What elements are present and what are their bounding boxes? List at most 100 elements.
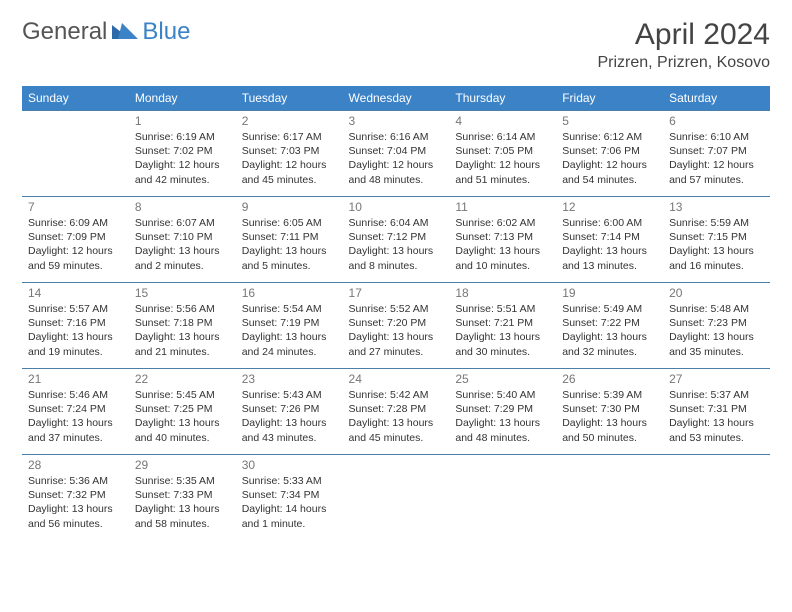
calendar-cell: 26 Sunrise: 5:39 AMSunset: 7:30 PMDayligh… (556, 369, 663, 455)
day-number: 5 (562, 114, 657, 128)
day-number: 17 (349, 286, 444, 300)
calendar-cell: 19 Sunrise: 5:49 AMSunset: 7:22 PMDayligh… (556, 283, 663, 369)
calendar-cell: 21 Sunrise: 5:46 AMSunset: 7:24 PMDayligh… (22, 369, 129, 455)
brand-part2: Blue (142, 18, 190, 46)
day-detail: Sunrise: 6:02 AMSunset: 7:13 PMDaylight:… (455, 216, 550, 273)
day-number: 6 (669, 114, 764, 128)
day-number: 25 (455, 372, 550, 386)
day-detail: Sunrise: 5:33 AMSunset: 7:34 PMDaylight:… (242, 474, 337, 531)
day-detail: Sunrise: 5:39 AMSunset: 7:30 PMDaylight:… (562, 388, 657, 445)
day-detail: Sunrise: 5:56 AMSunset: 7:18 PMDaylight:… (135, 302, 230, 359)
day-number: 1 (135, 114, 230, 128)
calendar-cell: 29 Sunrise: 5:35 AMSunset: 7:33 PMDayligh… (129, 455, 236, 541)
day-detail: Sunrise: 5:54 AMSunset: 7:19 PMDaylight:… (242, 302, 337, 359)
day-detail: Sunrise: 5:52 AMSunset: 7:20 PMDaylight:… (349, 302, 444, 359)
calendar-cell (449, 455, 556, 541)
day-detail: Sunrise: 6:17 AMSunset: 7:03 PMDaylight:… (242, 130, 337, 187)
day-detail: Sunrise: 5:48 AMSunset: 7:23 PMDaylight:… (669, 302, 764, 359)
day-detail: Sunrise: 6:09 AMSunset: 7:09 PMDaylight:… (28, 216, 123, 273)
day-detail: Sunrise: 6:04 AMSunset: 7:12 PMDaylight:… (349, 216, 444, 273)
day-number: 30 (242, 458, 337, 472)
calendar-cell: 23Sunrise: 5:43 AMSunset: 7:26 PMDayligh… (236, 369, 343, 455)
day-number: 18 (455, 286, 550, 300)
calendar-cell: 2 Sunrise: 6:17 AMSunset: 7:03 PMDaylight… (236, 111, 343, 197)
calendar-cell: 4 Sunrise: 6:14 AMSunset: 7:05 PMDaylight… (449, 111, 556, 197)
calendar-cell: 1 Sunrise: 6:19 AMSunset: 7:02 PMDaylight… (129, 111, 236, 197)
calendar-cell: 13Sunrise: 5:59 AMSunset: 7:15 PMDayligh… (663, 197, 770, 283)
day-number: 26 (562, 372, 657, 386)
calendar-week-row: 7 Sunrise: 6:09 AMSunset: 7:09 PMDaylight… (22, 197, 770, 283)
day-number: 19 (562, 286, 657, 300)
day-number: 28 (28, 458, 123, 472)
day-detail: Sunrise: 5:45 AMSunset: 7:25 PMDaylight:… (135, 388, 230, 445)
day-header: Friday (556, 86, 663, 111)
day-number: 11 (455, 200, 550, 214)
day-detail: Sunrise: 6:19 AMSunset: 7:02 PMDaylight:… (135, 130, 230, 187)
day-number: 27 (669, 372, 764, 386)
calendar-table: SundayMondayTuesdayWednesdayThursdayFrid… (22, 86, 770, 541)
calendar-week-row: 14Sunrise: 5:57 AMSunset: 7:16 PMDayligh… (22, 283, 770, 369)
calendar-cell (663, 455, 770, 541)
day-number: 3 (349, 114, 444, 128)
day-number: 21 (28, 372, 123, 386)
calendar-cell: 15 Sunrise: 5:56 AMSunset: 7:18 PMDayligh… (129, 283, 236, 369)
page-header: General Blue April 2024 Prizren, Prizren… (22, 18, 770, 72)
day-number: 7 (28, 200, 123, 214)
calendar-cell: 25 Sunrise: 5:40 AMSunset: 7:29 PMDayligh… (449, 369, 556, 455)
calendar-week-row: 28 Sunrise: 5:36 AMSunset: 7:32 PMDayligh… (22, 455, 770, 541)
day-header: Saturday (663, 86, 770, 111)
calendar-cell: 11 Sunrise: 6:02 AMSunset: 7:13 PMDayligh… (449, 197, 556, 283)
title-block: April 2024 Prizren, Prizren, Kosovo (597, 18, 770, 72)
day-detail: Sunrise: 5:40 AMSunset: 7:29 PMDaylight:… (455, 388, 550, 445)
calendar-cell: 30 Sunrise: 5:33 AMSunset: 7:34 PMDayligh… (236, 455, 343, 541)
day-header: Monday (129, 86, 236, 111)
calendar-cell: 6 Sunrise: 6:10 AMSunset: 7:07 PMDaylight… (663, 111, 770, 197)
day-header: Wednesday (343, 86, 450, 111)
calendar-cell: 14Sunrise: 5:57 AMSunset: 7:16 PMDayligh… (22, 283, 129, 369)
day-number: 24 (349, 372, 444, 386)
day-number: 2 (242, 114, 337, 128)
day-detail: Sunrise: 6:16 AMSunset: 7:04 PMDaylight:… (349, 130, 444, 187)
day-number: 15 (135, 286, 230, 300)
day-header: Sunday (22, 86, 129, 111)
brand-part1: General (22, 18, 107, 46)
day-detail: Sunrise: 5:49 AMSunset: 7:22 PMDaylight:… (562, 302, 657, 359)
calendar-body: 1 Sunrise: 6:19 AMSunset: 7:02 PMDaylight… (22, 111, 770, 541)
day-detail: Sunrise: 6:12 AMSunset: 7:06 PMDaylight:… (562, 130, 657, 187)
day-detail: Sunrise: 5:46 AMSunset: 7:24 PMDaylight:… (28, 388, 123, 445)
calendar-cell (343, 455, 450, 541)
day-number: 22 (135, 372, 230, 386)
calendar-week-row: 21 Sunrise: 5:46 AMSunset: 7:24 PMDayligh… (22, 369, 770, 455)
calendar-cell: 20 Sunrise: 5:48 AMSunset: 7:23 PMDayligh… (663, 283, 770, 369)
day-number: 20 (669, 286, 764, 300)
day-number: 29 (135, 458, 230, 472)
location-text: Prizren, Prizren, Kosovo (597, 54, 770, 72)
day-detail: Sunrise: 5:36 AMSunset: 7:32 PMDaylight:… (28, 474, 123, 531)
day-detail: Sunrise: 5:42 AMSunset: 7:28 PMDaylight:… (349, 388, 444, 445)
calendar-week-row: 1 Sunrise: 6:19 AMSunset: 7:02 PMDaylight… (22, 111, 770, 197)
calendar-head: SundayMondayTuesdayWednesdayThursdayFrid… (22, 86, 770, 111)
calendar-cell: 22 Sunrise: 5:45 AMSunset: 7:25 PMDayligh… (129, 369, 236, 455)
day-header: Tuesday (236, 86, 343, 111)
calendar-cell: 3 Sunrise: 6:16 AMSunset: 7:04 PMDaylight… (343, 111, 450, 197)
day-detail: Sunrise: 5:59 AMSunset: 7:15 PMDaylight:… (669, 216, 764, 273)
day-number: 9 (242, 200, 337, 214)
day-detail: Sunrise: 6:14 AMSunset: 7:05 PMDaylight:… (455, 130, 550, 187)
calendar-cell: 27 Sunrise: 5:37 AMSunset: 7:31 PMDayligh… (663, 369, 770, 455)
day-number: 8 (135, 200, 230, 214)
day-detail: Sunrise: 5:35 AMSunset: 7:33 PMDaylight:… (135, 474, 230, 531)
calendar-cell: 10Sunrise: 6:04 AMSunset: 7:12 PMDayligh… (343, 197, 450, 283)
day-detail: Sunrise: 6:10 AMSunset: 7:07 PMDaylight:… (669, 130, 764, 187)
brand-logo: General Blue (22, 18, 190, 46)
day-detail: Sunrise: 5:37 AMSunset: 7:31 PMDaylight:… (669, 388, 764, 445)
day-detail: Sunrise: 5:51 AMSunset: 7:21 PMDaylight:… (455, 302, 550, 359)
calendar-cell: 8Sunrise: 6:07 AMSunset: 7:10 PMDaylight… (129, 197, 236, 283)
calendar-cell: 5 Sunrise: 6:12 AMSunset: 7:06 PMDaylight… (556, 111, 663, 197)
calendar-cell: 17 Sunrise: 5:52 AMSunset: 7:20 PMDayligh… (343, 283, 450, 369)
calendar-cell: 9Sunrise: 6:05 AMSunset: 7:11 PMDaylight… (236, 197, 343, 283)
calendar-cell (22, 111, 129, 197)
calendar-cell: 16 Sunrise: 5:54 AMSunset: 7:19 PMDayligh… (236, 283, 343, 369)
day-number: 4 (455, 114, 550, 128)
day-number: 16 (242, 286, 337, 300)
day-detail: Sunrise: 5:57 AMSunset: 7:16 PMDaylight:… (28, 302, 123, 359)
